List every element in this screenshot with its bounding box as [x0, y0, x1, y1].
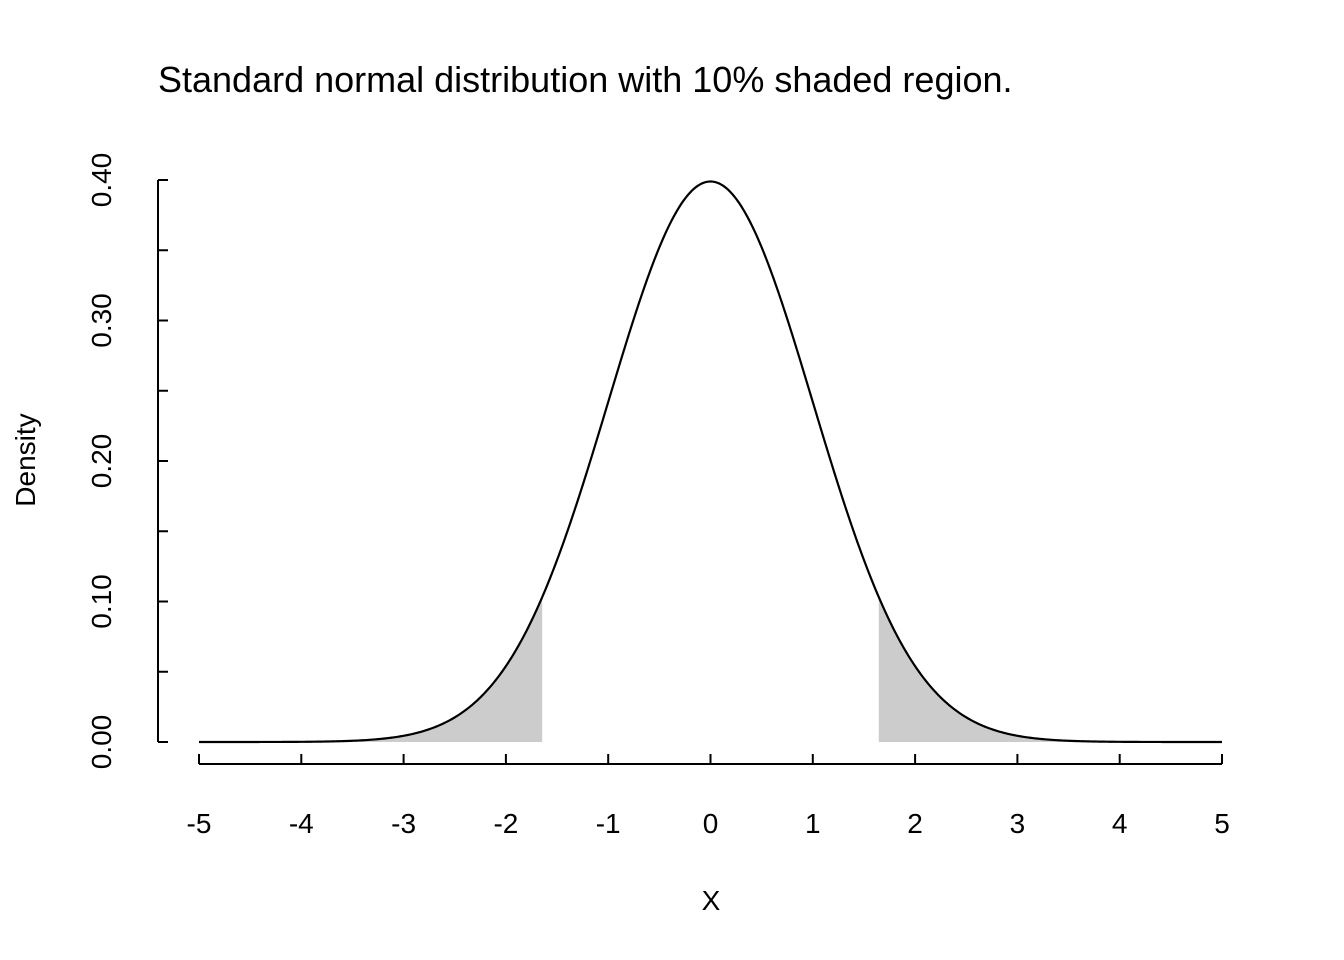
chart-title: Standard normal distribution with 10% sh… — [158, 59, 1013, 100]
x-tick-label: -4 — [289, 808, 314, 839]
y-tick-label: 0.20 — [86, 434, 117, 489]
density-curve — [199, 180, 1222, 744]
x-tick-label: 0 — [703, 808, 719, 839]
x-tick-label: 4 — [1112, 808, 1128, 839]
shaded-regions — [199, 597, 1222, 742]
x-tick-label: 1 — [805, 808, 821, 839]
y-axis-label: Density — [10, 413, 41, 506]
x-tick-label: -2 — [493, 808, 518, 839]
x-tick-label: 5 — [1214, 808, 1230, 839]
left-tail-shaded-region — [199, 597, 543, 742]
y-tick-label: 0.00 — [86, 715, 117, 770]
x-tick-label: 3 — [1010, 808, 1026, 839]
y-tick-label: 0.10 — [86, 574, 117, 629]
y-tick-label: 0.30 — [86, 293, 117, 348]
y-tick-label: 0.40 — [86, 153, 117, 208]
density-curve-group — [199, 180, 1222, 744]
x-tick-label: -3 — [391, 808, 416, 839]
x-axis-label: X — [702, 885, 721, 916]
x-axis: -5 -4 -3 -2 -1 0 1 2 3 4 5 — [187, 754, 1230, 839]
x-tick-label: 2 — [907, 808, 923, 839]
right-tail-shaded-region — [878, 597, 1222, 742]
x-tick-label: -5 — [187, 808, 212, 839]
x-tick-label: -1 — [596, 808, 621, 839]
y-axis: 0.00 0.10 0.20 0.30 0.40 — [86, 153, 168, 770]
